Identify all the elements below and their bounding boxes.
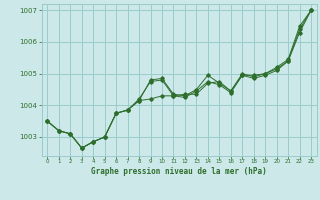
X-axis label: Graphe pression niveau de la mer (hPa): Graphe pression niveau de la mer (hPa) bbox=[91, 167, 267, 176]
